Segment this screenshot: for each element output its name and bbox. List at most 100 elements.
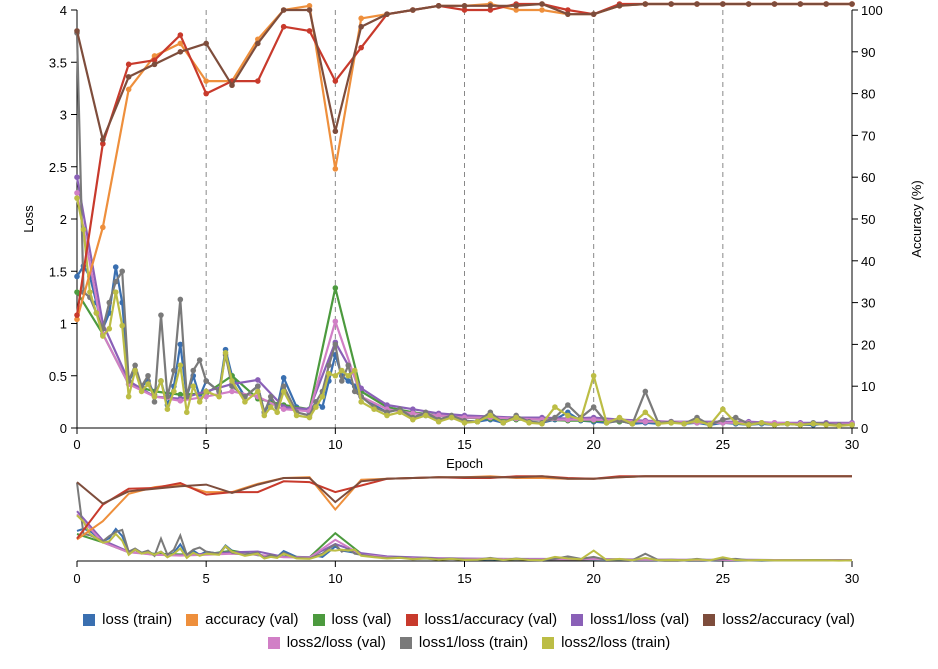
- data-point-accuracy-val: [306, 3, 313, 9]
- overview-x-tick-label: 30: [845, 571, 859, 586]
- data-point-loss1-loss-val: [410, 406, 416, 412]
- data-point-accuracy-val: [358, 15, 364, 22]
- data-point-loss2-accuracy-val: [435, 3, 442, 9]
- data-point-loss2-loss-val: [435, 412, 442, 419]
- legend-label: loss1/accuracy (val): [424, 611, 558, 628]
- data-point-loss1-loss-train: [106, 299, 113, 306]
- x-tick-label: 25: [716, 437, 730, 452]
- y-left-tick-label: 2.5: [49, 160, 67, 175]
- data-point-loss1-accuracy-val: [461, 7, 468, 13]
- legend-swatch: [703, 613, 716, 626]
- data-point-loss1-accuracy-val: [280, 23, 287, 30]
- legend-item-loss-val[interactable]: loss (val): [312, 611, 392, 628]
- data-point-loss2-loss-train: [280, 388, 287, 395]
- data-point-loss2-loss-train: [87, 289, 93, 295]
- data-point-loss1-loss-train: [338, 378, 345, 384]
- data-point-loss2-loss-train: [720, 406, 726, 412]
- x-tick-label: 5: [203, 437, 210, 452]
- main-plot-area[interactable]: [74, 1, 855, 429]
- data-point-loss2-loss-train: [642, 409, 649, 416]
- y-right-tick-label: 80: [861, 87, 875, 102]
- legend-item-loss-train[interactable]: loss (train): [83, 611, 172, 628]
- data-point-loss2-loss-train: [603, 419, 610, 426]
- data-point-loss2-loss-train: [100, 333, 106, 339]
- data-point-accuracy-val: [332, 166, 339, 172]
- legend-item-loss2-accuracy-val[interactable]: loss2/accuracy (val): [703, 611, 855, 628]
- data-point-loss-train: [319, 404, 326, 410]
- data-point-loss2-loss-val: [280, 406, 287, 412]
- legend-label: loss2/accuracy (val): [722, 611, 855, 628]
- data-point-loss1-accuracy-val: [306, 28, 313, 34]
- legend-swatch: [83, 613, 96, 626]
- data-point-loss2-loss-train: [448, 414, 455, 421]
- data-point-loss2-loss-val: [642, 418, 649, 425]
- data-point-accuracy-val: [100, 224, 106, 231]
- legend-item-loss1-loss-val[interactable]: loss1/loss (val): [571, 611, 689, 628]
- data-point-loss2-loss-train: [694, 417, 700, 424]
- data-point-loss1-loss-train: [280, 383, 287, 390]
- legend-item-loss2-loss-train[interactable]: loss2/loss (train): [542, 634, 670, 651]
- data-point-loss2-loss-train: [823, 422, 829, 428]
- legend-swatch: [542, 636, 555, 649]
- data-point-loss2-loss-val: [177, 398, 184, 404]
- y-right-tick-label: 100: [861, 3, 883, 18]
- legend-label: loss2/loss (train): [561, 634, 671, 651]
- data-point-loss2-loss-train: [849, 422, 855, 428]
- data-point-loss2-accuracy-val: [384, 11, 390, 17]
- data-point-loss2-loss-train: [138, 388, 145, 395]
- data-point-loss1-loss-train: [351, 388, 358, 395]
- data-point-loss2-loss-train: [836, 423, 842, 429]
- data-point-loss2-loss-train: [80, 226, 87, 233]
- y-left-tick-label: 2: [60, 212, 67, 227]
- y-axis-right-title: Accuracy (%): [909, 180, 924, 257]
- data-point-loss2-loss-train: [177, 362, 184, 369]
- data-point-loss2-accuracy-val: [616, 3, 623, 9]
- legend-row-1: loss (train) accuracy (val) loss (val) loss…: [0, 611, 938, 628]
- data-point-loss1-accuracy-val: [332, 78, 339, 84]
- data-point-loss2-accuracy-val: [461, 3, 468, 9]
- data-point-loss2-loss-train: [229, 378, 235, 384]
- legend-item-loss1-accuracy-val[interactable]: loss1/accuracy (val): [405, 611, 558, 628]
- data-point-loss1-loss-train: [326, 362, 332, 369]
- overview-x-tick-label: 20: [586, 571, 600, 586]
- data-point-loss2-loss-train: [93, 310, 100, 316]
- overview-x-tick-label: 15: [457, 571, 471, 586]
- legend-swatch: [399, 636, 412, 649]
- data-point-loss2-loss-train: [410, 416, 416, 423]
- data-point-loss2-loss-train: [190, 383, 197, 390]
- data-point-loss2-loss-train: [810, 421, 817, 427]
- y-left-tick-label: 0.5: [49, 369, 67, 384]
- data-point-loss2-accuracy-val: [487, 3, 494, 9]
- data-point-accuracy-val: [177, 40, 184, 47]
- y-right-tick-label: 90: [861, 45, 875, 60]
- legend-item-loss1-loss-train[interactable]: loss1/loss (train): [399, 634, 528, 651]
- data-point-loss2-accuracy-val: [358, 23, 364, 30]
- data-point-loss-train: [112, 264, 119, 270]
- data-point-loss2-loss-train: [526, 419, 532, 426]
- overview-line-loss1-loss-train: [76, 482, 852, 562]
- data-point-loss2-loss-train: [655, 421, 662, 427]
- data-point-loss2-loss-train: [745, 422, 752, 428]
- data-point-loss2-loss-train: [487, 412, 494, 419]
- data-point-loss1-loss-train: [196, 357, 203, 363]
- y-right-tick-label: 70: [861, 128, 875, 143]
- overview-x-tick-label: 25: [716, 571, 730, 586]
- overview-x-tick-label: 5: [203, 571, 210, 586]
- data-point-loss2-loss-train: [326, 370, 332, 377]
- data-point-loss2-loss-train: [565, 412, 571, 419]
- overview-brush-area[interactable]: [76, 475, 853, 562]
- data-point-loss2-loss-train: [539, 421, 545, 427]
- legend-label: accuracy (val): [205, 611, 299, 628]
- data-point-loss2-loss-train: [319, 393, 326, 400]
- data-point-loss2-loss-val: [332, 318, 339, 325]
- x-axis-title: Epoch: [446, 456, 483, 471]
- data-point-loss1-loss-train: [255, 383, 261, 390]
- legend-item-accuracy-val[interactable]: accuracy (val): [186, 611, 299, 628]
- data-point-loss2-loss-train: [293, 412, 300, 419]
- data-point-loss2-accuracy-val: [797, 1, 804, 7]
- data-point-loss2-loss-train: [784, 421, 791, 427]
- y-left-tick-label: 1: [60, 317, 67, 332]
- legend-item-loss2-loss-val[interactable]: loss2/loss (val): [267, 634, 386, 651]
- data-point-loss-train: [177, 341, 184, 348]
- data-point-loss2-loss-train: [74, 195, 80, 201]
